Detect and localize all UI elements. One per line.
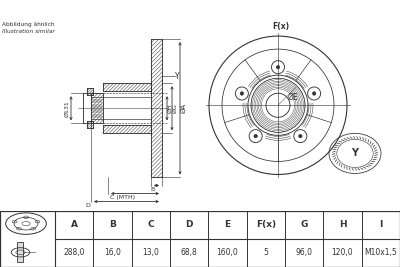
Text: C (MTH): C (MTH) [110,195,135,199]
Text: 24.0116-0235.1: 24.0116-0235.1 [98,3,222,17]
Text: B: B [109,221,116,229]
Text: F(x): F(x) [272,22,290,31]
Circle shape [298,134,302,138]
Text: Y: Y [352,148,358,158]
Text: 68,8: 68,8 [181,249,198,257]
Circle shape [254,134,258,138]
Text: 13,0: 13,0 [142,249,159,257]
Text: E: E [224,221,230,229]
Circle shape [312,92,316,95]
Text: D: D [85,203,90,207]
Text: F(x): F(x) [256,221,276,229]
Text: Y: Y [175,72,180,81]
Text: B: B [150,187,154,191]
Text: Abbildung ähnlich: Abbildung ähnlich [2,22,54,27]
Text: ØH: ØH [168,103,173,113]
Text: ØA: ØA [181,103,187,113]
Text: ØG: ØG [173,103,178,113]
Text: G: G [300,221,308,229]
Text: A: A [71,221,78,229]
Text: ØE: ØE [288,93,299,102]
Text: H: H [339,221,346,229]
Circle shape [276,65,280,69]
Text: D: D [186,221,193,229]
Text: 288,0: 288,0 [64,249,85,257]
Text: Illustration similar: Illustration similar [2,29,55,34]
Text: I: I [379,221,382,229]
Text: M10x1,5: M10x1,5 [364,249,397,257]
Bar [17,242,23,262]
Text: 96,0: 96,0 [296,249,313,257]
Text: 160,0: 160,0 [217,249,238,257]
Text: 416235: 416235 [275,3,333,17]
Text: 120,0: 120,0 [332,249,353,257]
Text: 16,0: 16,0 [104,249,121,257]
Text: C: C [148,221,154,229]
Circle shape [240,92,244,95]
Text: Ø131: Ø131 [65,100,70,117]
Text: 5: 5 [263,249,268,257]
